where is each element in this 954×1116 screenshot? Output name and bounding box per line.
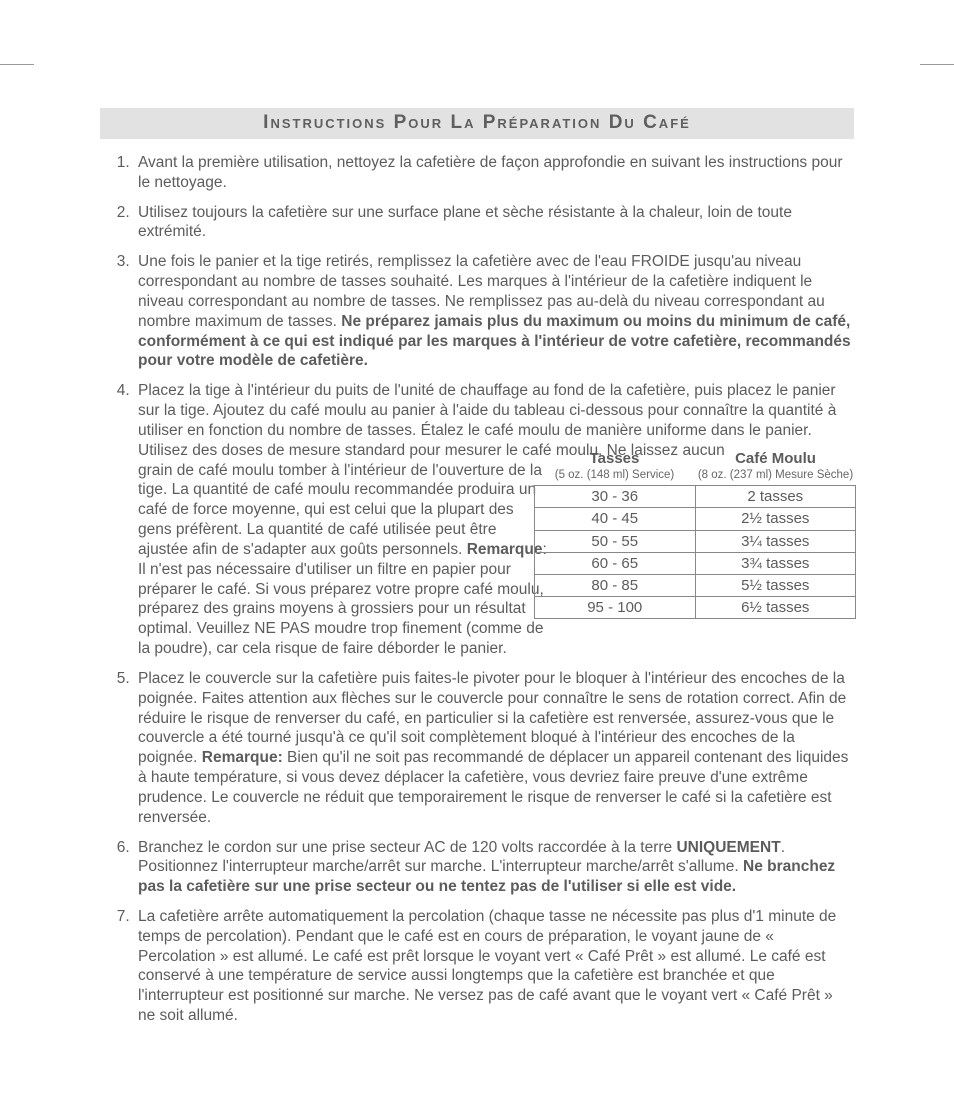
instruction-item: Une fois le panier et la tige retirés, r… bbox=[134, 252, 854, 371]
table-cell: 3¼ tasses bbox=[695, 530, 856, 552]
instruction-bold: Remarque: bbox=[202, 749, 283, 766]
instruction-item: Branchez le cordon sur une prise secteur… bbox=[134, 838, 854, 897]
table-cell: 30 - 36 bbox=[535, 486, 696, 508]
instruction-text: Utilisez toujours la cafetière sur une s… bbox=[138, 204, 792, 241]
table-cell: 95 - 100 bbox=[535, 597, 696, 619]
instruction-item: Placez la tige à l'intérieur du puits de… bbox=[134, 381, 854, 659]
table-cell: 3¾ tasses bbox=[695, 552, 856, 574]
instruction-item: La cafetière arrête automatiquement la p… bbox=[134, 907, 854, 1026]
instruction-text: Avant la première utilisation, nettoyez … bbox=[138, 154, 843, 191]
table-cell: 60 - 65 bbox=[535, 552, 696, 574]
table-cell: 80 - 85 bbox=[535, 574, 696, 596]
table-row: 50 - 553¼ tasses bbox=[535, 530, 856, 552]
table-cell: 40 - 45 bbox=[535, 508, 696, 530]
table-row: 80 - 855½ tasses bbox=[535, 574, 856, 596]
table-row: 60 - 653¾ tasses bbox=[535, 552, 856, 574]
instruction-item: Placez le couvercle sur la cafetière pui… bbox=[134, 669, 854, 828]
instruction-text-wrapped: grain de café moulu tomber à l'intérieur… bbox=[138, 461, 548, 659]
table-header-cell: Tasses bbox=[534, 449, 695, 468]
table-body: 30 - 362 tasses 40 - 452½ tasses 50 - 55… bbox=[535, 486, 856, 619]
coffee-amount-table: 30 - 362 tasses 40 - 452½ tasses 50 - 55… bbox=[534, 485, 856, 619]
coffee-table-wrapper: Tasses Café Moulu (5 oz. (148 ml) Servic… bbox=[534, 449, 856, 619]
crop-mark-left bbox=[0, 64, 34, 65]
table-row: 40 - 452½ tasses bbox=[535, 508, 856, 530]
table-subheader-cell: (8 oz. (237 ml) Mesure Sèche) bbox=[695, 468, 856, 483]
section-title-bar: Instructions Pour La Préparation Du Café bbox=[100, 108, 854, 139]
table-subheader: (5 oz. (148 ml) Service) (8 oz. (237 ml)… bbox=[534, 468, 856, 483]
instruction-list: Avant la première utilisation, nettoyez … bbox=[100, 153, 854, 1026]
table-cell: 6½ tasses bbox=[695, 597, 856, 619]
table-cell: 2½ tasses bbox=[695, 508, 856, 530]
instruction-bold: Remarque bbox=[467, 541, 543, 558]
table-row: 95 - 1006½ tasses bbox=[535, 597, 856, 619]
instruction-item: Utilisez toujours la cafetière sur une s… bbox=[134, 203, 854, 243]
document-page: Instructions Pour La Préparation Du Café… bbox=[0, 0, 954, 1116]
table-cell: 5½ tasses bbox=[695, 574, 856, 596]
instruction-item: Avant la première utilisation, nettoyez … bbox=[134, 153, 854, 193]
table-cell: 50 - 55 bbox=[535, 530, 696, 552]
instruction-text: Placez la tige à l'intérieur du puits de… bbox=[138, 382, 836, 458]
table-row: 30 - 362 tasses bbox=[535, 486, 856, 508]
instruction-text: : Il n'est pas nécessaire d'utiliser un … bbox=[138, 541, 547, 657]
instruction-text: La cafetière arrête automatiquement la p… bbox=[138, 908, 836, 1024]
instruction-bold: UNIQUEMENT bbox=[676, 839, 780, 856]
table-header-cell: Café Moulu bbox=[695, 449, 856, 468]
table-subheader-cell: (5 oz. (148 ml) Service) bbox=[534, 468, 695, 483]
table-header: Tasses Café Moulu bbox=[534, 449, 856, 468]
section-title: Instructions Pour La Préparation Du Café bbox=[263, 112, 691, 133]
instruction-text: Branchez le cordon sur une prise secteur… bbox=[138, 839, 676, 856]
table-cell: 2 tasses bbox=[695, 486, 856, 508]
crop-mark-right bbox=[920, 64, 954, 65]
